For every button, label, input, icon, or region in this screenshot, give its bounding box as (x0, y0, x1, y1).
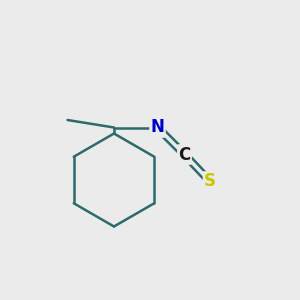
Text: N: N (151, 118, 164, 136)
Text: S: S (204, 172, 216, 190)
Text: C: C (178, 146, 190, 164)
